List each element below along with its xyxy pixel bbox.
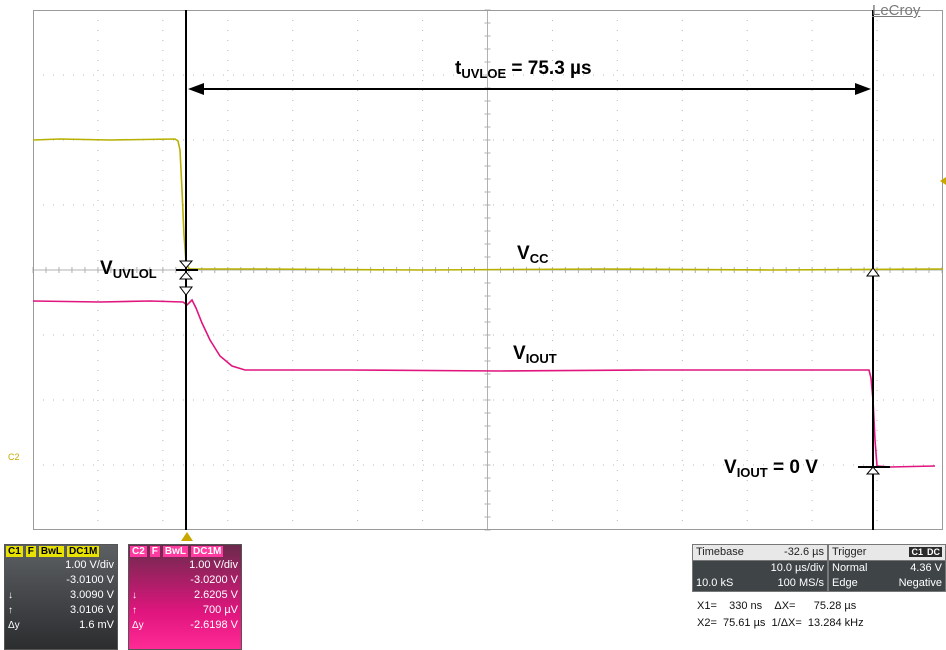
c2-delta: -2.6198 V [190, 619, 238, 631]
trigger-mode: Normal [832, 562, 868, 574]
c2-cursor-down: 2.6205 V [193, 589, 238, 601]
timebase-panel[interactable]: Timebase -32.6 µs 10.0 µs/div 10.0 kS 100 … [692, 544, 828, 592]
c1-bwl-tag: BwL [38, 546, 65, 557]
c2-cursor-up: 700 µV [202, 604, 238, 616]
c2-offset: -3.0200 V [190, 574, 238, 586]
trigger-level-icon [940, 177, 946, 185]
label-v-cc: VCC [517, 243, 549, 266]
measurement-line-2: X2= 75.61 µs 1/ΔX= 13.284 kHz [697, 617, 864, 629]
c1-vdiv: 1.00 V/div [65, 559, 114, 571]
trigger-type: Edge [832, 577, 858, 589]
timebase-tdiv: 10.0 µs/div [770, 562, 824, 574]
timebase-delay: -32.6 µs [784, 546, 824, 558]
c2-filter-tag: F [149, 546, 160, 557]
timebase-label: Timebase [696, 546, 744, 558]
trigger-slope: Negative [898, 577, 942, 589]
timebase-rate: 100 MS/s [777, 577, 824, 589]
trigger-coupling-tag: DC [925, 547, 942, 557]
c1-delta: 1.6 mV [79, 619, 114, 631]
c1-cursor-down: 3.0090 V [69, 589, 114, 601]
c2-delta-label: Δy [132, 620, 144, 631]
c1-tag: C1 [6, 546, 23, 557]
channel2-panel[interactable]: C2 F BwL DC1M 1.00 V/div -3.0200 V ↓ 2.62… [128, 544, 242, 650]
trigger-label: Trigger [832, 546, 867, 558]
lecroy-logo: LeCroy [872, 2, 921, 19]
trigger-position-icon [181, 532, 193, 541]
c1-filter-tag: F [25, 546, 36, 557]
arrowhead-left-icon [188, 83, 204, 95]
trigger-source-tag: C1 [909, 547, 925, 557]
c1-coupling-tag: DC1M [67, 546, 100, 557]
c2-vdiv: 1.00 V/div [189, 559, 238, 571]
c2-cursor-up-icon: ↑ [132, 605, 137, 616]
trigger-level: 4.36 V [910, 562, 942, 574]
label-v-iout: VIOUT [513, 343, 557, 366]
c1-cursor-down-icon: ↓ [8, 590, 13, 601]
graticule-frame [33, 10, 943, 530]
c2-bwl-tag: BwL [162, 546, 189, 557]
c2-cursor-down-icon: ↓ [132, 590, 137, 601]
c1-cursor-up-icon: ↑ [8, 605, 13, 616]
arrowhead-right-icon [855, 83, 871, 95]
label-v-iout-zero: VIOUT = 0 V [724, 457, 818, 480]
c2-tag: C2 [130, 546, 147, 557]
trigger-panel[interactable]: Trigger C1 DC Normal 4.36 V Edge Negative [828, 544, 946, 592]
measurement-line-1: X1= 330 ns ΔX= 75.28 µs [697, 600, 857, 612]
c1-delta-label: Δy [8, 620, 20, 631]
cursor-marker-vcc-right-icon [866, 267, 880, 284]
vcc-trace [32, 138, 944, 271]
c1-offset: -3.0100 V [66, 574, 114, 586]
c2-offset-marker[interactable]: C2 [8, 452, 20, 462]
label-t-uvloe: tUVLOE = 75.3 µs [455, 58, 592, 81]
viout-trace [32, 298, 936, 468]
cursor-marker-viout-zero-icon [858, 466, 890, 482]
c1-cursor-up: 3.0106 V [69, 604, 114, 616]
timebase-samples: 10.0 kS [696, 577, 734, 589]
channel1-panel[interactable]: C1 F BwL DC1M 1.00 V/div -3.0100 V ↓ 3.00… [4, 544, 118, 650]
label-v-uvlol: VUVLOL [100, 258, 157, 281]
c2-coupling-tag: DC1M [191, 546, 224, 557]
cursor-marker-vuvlol-icon [176, 260, 198, 296]
